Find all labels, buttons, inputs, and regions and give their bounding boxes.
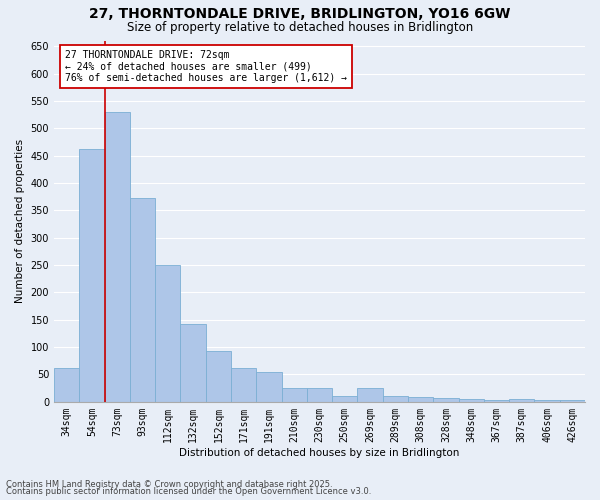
Bar — [383, 396, 408, 402]
Text: Size of property relative to detached houses in Bridlington: Size of property relative to detached ho… — [127, 21, 473, 34]
Bar — [256, 372, 281, 402]
Bar — [104, 112, 130, 402]
Text: 27, THORNTONDALE DRIVE, BRIDLINGTON, YO16 6GW: 27, THORNTONDALE DRIVE, BRIDLINGTON, YO1… — [89, 8, 511, 22]
Y-axis label: Number of detached properties: Number of detached properties — [15, 140, 25, 304]
Bar — [484, 400, 509, 402]
Text: Contains public sector information licensed under the Open Government Licence v3: Contains public sector information licen… — [6, 487, 371, 496]
Text: Contains HM Land Registry data © Crown copyright and database right 2025.: Contains HM Land Registry data © Crown c… — [6, 480, 332, 489]
Bar — [332, 396, 358, 402]
Bar — [560, 400, 585, 402]
Bar — [181, 324, 206, 402]
X-axis label: Distribution of detached houses by size in Bridlington: Distribution of detached houses by size … — [179, 448, 460, 458]
Bar — [458, 399, 484, 402]
Bar — [535, 400, 560, 402]
Bar — [408, 398, 433, 402]
Bar — [155, 265, 181, 402]
Bar — [79, 149, 104, 402]
Bar — [130, 198, 155, 402]
Bar — [54, 368, 79, 402]
Bar — [433, 398, 458, 402]
Bar — [358, 388, 383, 402]
Bar — [281, 388, 307, 402]
Bar — [231, 368, 256, 402]
Bar — [509, 399, 535, 402]
Bar — [307, 388, 332, 402]
Text: 27 THORNTONDALE DRIVE: 72sqm
← 24% of detached houses are smaller (499)
76% of s: 27 THORNTONDALE DRIVE: 72sqm ← 24% of de… — [65, 50, 347, 83]
Bar — [206, 351, 231, 402]
